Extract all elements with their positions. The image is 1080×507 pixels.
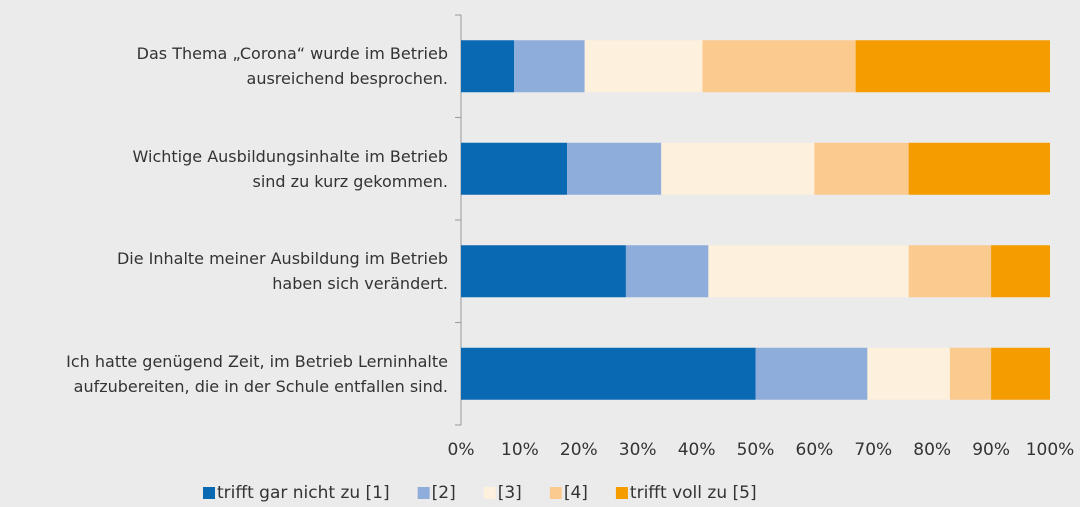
x-tick-label: 10% [501, 440, 539, 460]
bar-segment [461, 142, 568, 195]
legend-swatch [483, 487, 496, 499]
legend-swatch [549, 487, 562, 499]
category-label: Wichtige Ausbildungsinhalte im Betrieb s… [132, 146, 448, 191]
bar-segment [908, 142, 1050, 195]
bar-segment [908, 245, 992, 298]
bar-segment [949, 347, 992, 400]
bar-segment [567, 142, 662, 195]
legend-swatch [615, 487, 628, 499]
x-tick-label: 40% [678, 440, 716, 460]
x-tick-label: 90% [972, 440, 1010, 460]
bar-segment [991, 245, 1050, 298]
x-tick-label: 50% [737, 440, 775, 460]
bar-segment [708, 245, 909, 298]
category-label: Die Inhalte meiner Ausbildung im Betrieb… [116, 249, 448, 294]
category-label: Ich hatte genügend Zeit, im Betrieb Lern… [66, 351, 448, 396]
bar-segment [755, 347, 868, 400]
x-tick-label: 20% [560, 440, 598, 460]
bar-segment [702, 40, 856, 93]
bar-segment [867, 347, 950, 400]
bar-segment [584, 40, 703, 93]
x-tick-label: 0% [448, 440, 475, 460]
x-tick-label: 70% [854, 440, 892, 460]
legend-swatch [203, 487, 215, 499]
bar-segment [814, 142, 909, 195]
bar-segment [461, 40, 515, 93]
bar-segment [855, 40, 1050, 93]
bar-segment [514, 40, 585, 93]
bar-segment [461, 347, 756, 400]
legend-label: trifft gar nicht zu [1] [217, 483, 390, 503]
bar-segment [991, 347, 1050, 400]
bar-segment [625, 245, 709, 298]
legend-label: [2] [432, 483, 456, 503]
legend-label: trifft voll zu [5] [630, 483, 757, 503]
x-tick-label: 60% [796, 440, 834, 460]
category-label: Das Thema „Corona“ wurde im Betrieb ausr… [136, 44, 448, 89]
x-tick-label: 30% [619, 440, 657, 460]
x-tick-label: 80% [913, 440, 951, 460]
bar-segment [661, 142, 815, 195]
legend-label: [3] [498, 483, 522, 503]
legend-swatch [417, 487, 430, 499]
bar-segment [461, 245, 626, 298]
x-tick-label: 100% [1026, 440, 1075, 460]
legend-label: [4] [564, 483, 588, 503]
